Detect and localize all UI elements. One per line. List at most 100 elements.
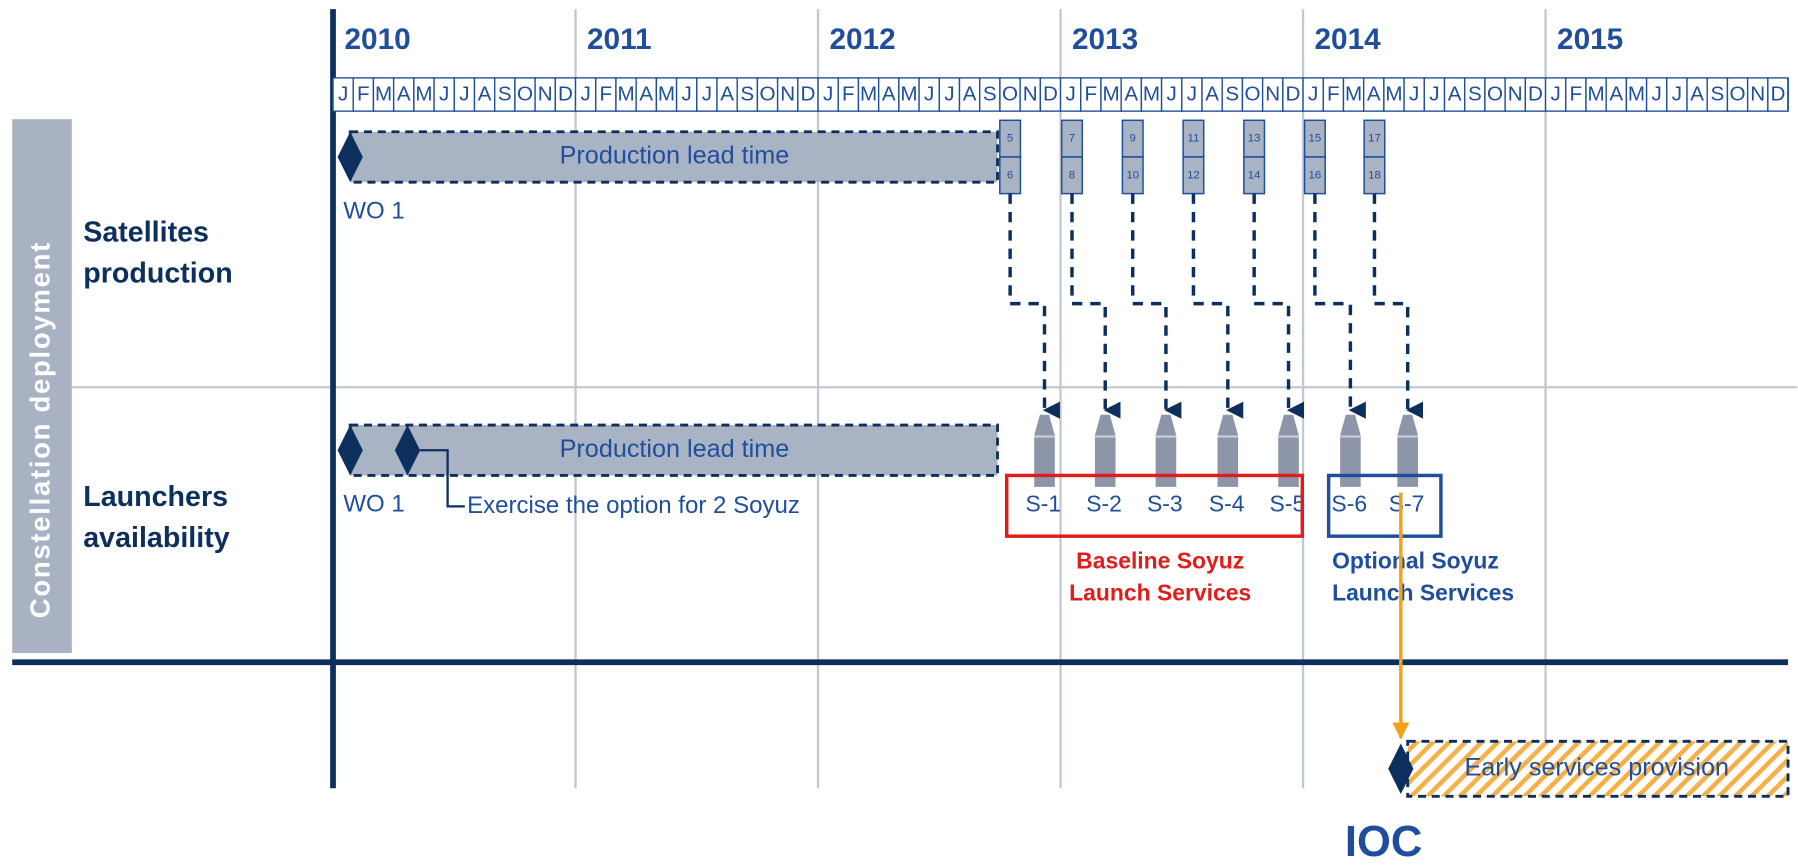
month-label: J (823, 83, 833, 106)
baseline-box (1004, 473, 1305, 538)
month-label: S (1468, 83, 1482, 106)
satellite-number: 5 (1007, 133, 1013, 145)
launch-label: S-1 (1026, 490, 1062, 516)
delivery-arrow (1252, 193, 1305, 419)
rocket (1155, 414, 1177, 487)
option-diamond (394, 425, 421, 476)
row-label: Launchers (83, 481, 228, 513)
milestone-diamond (337, 425, 363, 476)
delivery-arrow (1191, 193, 1244, 419)
row-label: Satellites (83, 216, 209, 248)
satellite-number: 16 (1309, 169, 1322, 181)
year-label: 2015 (1557, 23, 1623, 56)
satellite-number: 10 (1126, 169, 1139, 181)
month-label: O (1487, 83, 1503, 106)
month-label: J (439, 83, 449, 106)
month-label: D (1285, 83, 1300, 106)
month-label: A (720, 83, 734, 106)
month-label: J (1551, 83, 1561, 106)
month-label: F (1570, 83, 1583, 106)
month-label: M (1385, 83, 1402, 106)
month-label: J (580, 83, 590, 106)
group-label: Baseline Soyuz (1076, 548, 1244, 574)
month-label: J (338, 83, 348, 106)
satellite-number: 7 (1069, 133, 1075, 145)
month-label: N (538, 83, 553, 106)
month-label: J (459, 83, 469, 106)
year-label: 2010 (344, 23, 410, 56)
month-label: A (1448, 83, 1462, 106)
month-label: O (1730, 83, 1746, 106)
launch-label: S-4 (1209, 490, 1245, 516)
side-label: Constellation deployment (24, 241, 55, 618)
month-label: D (1771, 83, 1786, 106)
delivery-arrow (1070, 193, 1121, 419)
optional-box (1326, 473, 1443, 538)
month-label: F (1085, 83, 1098, 106)
month-label: M (415, 83, 432, 106)
month-label: J (1429, 83, 1439, 106)
month-label: S (983, 83, 997, 106)
satellite-number: 12 (1187, 169, 1200, 181)
month-label: O (1245, 83, 1261, 106)
month-label: M (375, 83, 392, 106)
milestone-label: WO 1 (343, 197, 404, 224)
row-label: availability (83, 522, 229, 554)
launch-label: S-5 (1270, 490, 1306, 516)
month-label: O (517, 83, 533, 106)
satellite-number: 6 (1007, 169, 1013, 181)
group-label: Launch Services (1332, 580, 1514, 606)
month-label: A (639, 83, 653, 106)
month-label: A (1205, 83, 1219, 106)
month-label: J (1652, 83, 1662, 106)
delivery-arrow (1313, 193, 1366, 419)
month-label: J (702, 83, 712, 106)
milestone-label: WO 1 (343, 491, 404, 518)
early-services-label: Early services provision (1464, 753, 1729, 781)
month-label: J (924, 83, 934, 106)
satellite-number: 13 (1248, 133, 1261, 145)
rocket (1340, 414, 1361, 487)
side-band (12, 119, 72, 654)
month-label: A (1690, 83, 1704, 106)
month-label: S (1710, 83, 1724, 106)
delivery-arrow (1372, 193, 1424, 419)
month-label: N (780, 83, 795, 106)
month-label: M (1628, 83, 1645, 106)
satellite-number: 17 (1368, 133, 1381, 145)
rocket (1217, 414, 1239, 487)
month-label: F (357, 83, 370, 106)
option-connector (420, 449, 465, 508)
month-label: M (1587, 83, 1604, 106)
bar-label: Production lead time (560, 435, 790, 463)
ioc-label: IOC (1345, 818, 1422, 865)
rocket (1094, 414, 1116, 487)
month-label: J (1308, 83, 1318, 106)
year-label: 2013 (1072, 23, 1138, 56)
month-label: A (1124, 83, 1138, 106)
year-label: 2014 (1315, 23, 1382, 56)
rocket (1397, 414, 1418, 487)
milestone-diamond (337, 131, 363, 183)
month-label: A (1609, 83, 1623, 106)
month-label: A (397, 83, 411, 106)
bar-label: Production lead time (560, 142, 790, 170)
month-label: D (1528, 83, 1543, 106)
month-label: A (478, 83, 492, 106)
option-label: Exercise the option for 2 Soyuz (467, 492, 800, 519)
satellite-number: 11 (1188, 133, 1200, 145)
month-label: A (1367, 83, 1381, 106)
month-label: S (740, 83, 754, 106)
month-label: M (617, 83, 634, 106)
launch-label: S-7 (1389, 490, 1425, 516)
month-label: S (1225, 83, 1239, 106)
month-label: A (882, 83, 896, 106)
month-label: F (600, 83, 613, 106)
month-label: M (900, 83, 917, 106)
month-label: N (1508, 83, 1523, 106)
month-label: J (1167, 83, 1177, 106)
month-label: J (1672, 83, 1682, 106)
month-label: M (1102, 83, 1119, 106)
month-label: S (498, 83, 512, 106)
